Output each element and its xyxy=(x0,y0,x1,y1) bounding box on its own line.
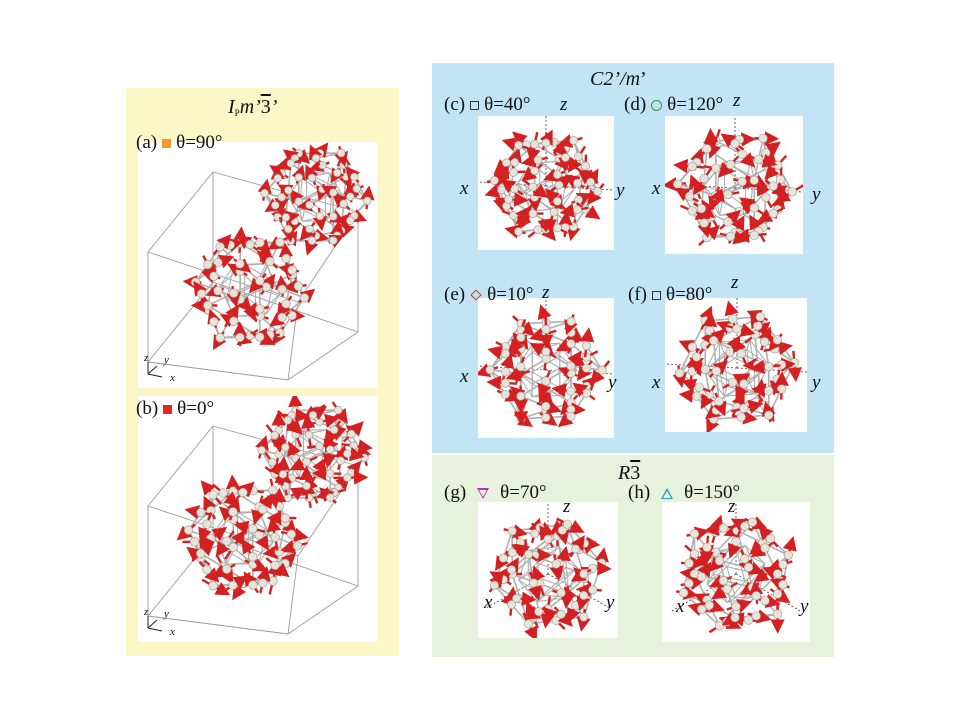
cluster-figure-e xyxy=(478,298,614,428)
panel-label-h: (h) θ=150° xyxy=(628,482,741,503)
panel-c-image xyxy=(478,116,614,250)
axis-label-x-e: x xyxy=(460,366,469,387)
axis-triad-icon xyxy=(147,362,163,378)
cluster-figure-g xyxy=(485,502,612,638)
spin-cluster xyxy=(255,396,373,509)
spin-cluster xyxy=(176,474,309,601)
axis-label-z-h: z xyxy=(728,496,736,517)
axis-label-z-c: z xyxy=(560,94,568,115)
panel-label-b: (b) θ=0° xyxy=(136,398,215,419)
axis-label-y-g: y xyxy=(606,592,615,613)
axis-lines xyxy=(478,116,614,191)
triad-x-b: x xyxy=(170,626,175,638)
group-title-c2m: C2’/m’ xyxy=(590,68,647,90)
axis-triad-icon xyxy=(147,616,163,632)
axis-label-x-c: x xyxy=(460,178,469,199)
group-title-r3: R3 xyxy=(618,462,641,484)
axis-label-x-d: x xyxy=(652,178,661,199)
axis-label-y-h: y xyxy=(800,596,809,617)
panel-e-image xyxy=(478,298,614,438)
panel-label-f: (f) θ=80° xyxy=(628,284,713,305)
open-circle-icon xyxy=(651,99,663,111)
axis-label-y-c: y xyxy=(616,180,625,201)
axis-label-y-f: y xyxy=(812,372,821,393)
panel-b-image xyxy=(138,396,377,642)
panel-label-d: (d) θ=120° xyxy=(624,94,724,115)
group-title-ipm3: IPm’3’ xyxy=(228,96,278,118)
unit-cell-outline xyxy=(147,171,359,381)
panel-h-image xyxy=(662,502,810,642)
triad-z-b: z xyxy=(144,606,149,618)
spin-cluster xyxy=(484,129,605,242)
cluster-figure-b xyxy=(147,396,373,635)
filled-square-icon xyxy=(163,404,173,414)
cluster-figure-f xyxy=(665,298,807,432)
axis-label-x-h: x xyxy=(676,596,685,617)
triangle-up-icon xyxy=(661,487,674,499)
axis-label-z-g: z xyxy=(563,496,571,517)
panel-g-image xyxy=(478,502,618,638)
cluster-figure-a xyxy=(147,142,375,381)
axis-label-x-f: x xyxy=(652,372,661,393)
panel-f-image xyxy=(665,298,807,432)
axis-label-z-d: z xyxy=(733,90,741,111)
spin-cluster xyxy=(478,304,611,428)
panel-label-c: (c) θ=40° xyxy=(444,94,531,115)
panel-label-a: (a) θ=90° xyxy=(136,132,223,153)
axis-label-y-d: y xyxy=(812,184,821,205)
spin-cluster xyxy=(182,226,316,351)
panel-label-e: (e) θ=10° xyxy=(444,284,534,305)
spin-cluster xyxy=(488,517,612,638)
open-square-icon xyxy=(651,290,661,300)
triangle-down-icon xyxy=(477,487,490,499)
spin-cluster xyxy=(672,300,802,432)
panel-a-image xyxy=(138,142,377,388)
triad-y-a: y xyxy=(164,354,169,366)
spin-cluster xyxy=(676,514,797,634)
filled-square-icon xyxy=(162,138,172,148)
axis-label-z-e: z xyxy=(542,282,550,303)
cluster-figure-d xyxy=(665,116,803,247)
triad-y-b: y xyxy=(164,608,169,620)
axis-label-x-g: x xyxy=(484,592,493,613)
open-square-icon xyxy=(470,100,480,110)
axis-label-y-e: y xyxy=(608,372,617,393)
spin-cluster xyxy=(257,142,375,256)
axis-label-z-f: z xyxy=(731,272,739,293)
cluster-figure-c xyxy=(478,116,614,242)
panel-d-image xyxy=(665,116,803,254)
triad-x-a: x xyxy=(170,372,175,384)
panel-label-g: (g) θ=70° xyxy=(444,482,547,503)
spin-cluster xyxy=(665,128,803,247)
cluster-figure-h xyxy=(669,502,803,634)
open-diamond-icon xyxy=(470,289,482,301)
triad-z-a: z xyxy=(144,352,149,364)
